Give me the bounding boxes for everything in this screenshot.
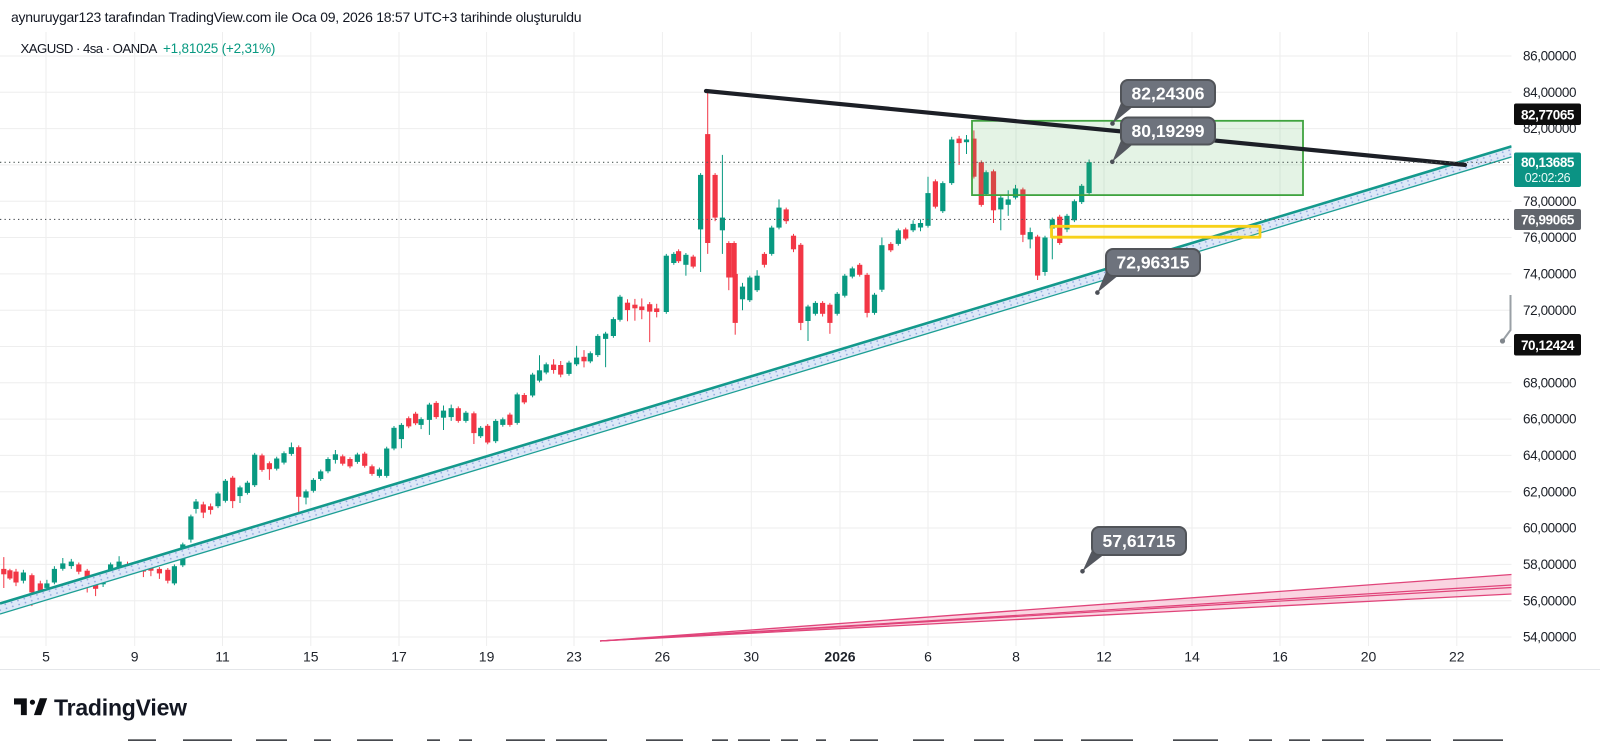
svg-text:54,00000: 54,00000 <box>1523 630 1576 645</box>
svg-text:68,00000: 68,00000 <box>1523 375 1576 390</box>
svg-text:11: 11 <box>215 649 230 665</box>
svg-text:56,00000: 56,00000 <box>1523 593 1576 608</box>
svg-text:70,12424: 70,12424 <box>1521 338 1575 353</box>
svg-text:12: 12 <box>1096 649 1112 665</box>
svg-text:02:02:26: 02:02:26 <box>1525 171 1571 185</box>
svg-text:66,00000: 66,00000 <box>1523 412 1576 427</box>
svg-text:76,00000: 76,00000 <box>1523 230 1576 245</box>
svg-text:23: 23 <box>566 649 582 665</box>
svg-text:TradingView: TradingView <box>54 695 187 721</box>
svg-text:82,77065: 82,77065 <box>1521 108 1575 123</box>
svg-text:22: 22 <box>1449 649 1465 665</box>
svg-text:5: 5 <box>42 649 50 665</box>
svg-text:62,00000: 62,00000 <box>1523 484 1576 499</box>
svg-text:76,99065: 76,99065 <box>1521 213 1575 228</box>
svg-text:74,00000: 74,00000 <box>1523 267 1576 282</box>
svg-text:80,19299: 80,19299 <box>1132 121 1205 141</box>
svg-text:72,96315: 72,96315 <box>1117 253 1190 273</box>
svg-text:82,24306: 82,24306 <box>1132 84 1205 104</box>
svg-text:86,00000: 86,00000 <box>1523 49 1576 64</box>
svg-text:30: 30 <box>744 649 760 665</box>
svg-text:84,00000: 84,00000 <box>1523 85 1576 100</box>
svg-text:+1,81025 (+2,31%): +1,81025 (+2,31%) <box>163 41 275 56</box>
svg-text:60,00000: 60,00000 <box>1523 521 1576 536</box>
svg-text:16: 16 <box>1272 649 1288 665</box>
svg-text:8: 8 <box>1012 649 1020 665</box>
svg-text:17: 17 <box>391 649 407 665</box>
svg-text:XAGUSD · 4sa · OANDA: XAGUSD · 4sa · OANDA <box>21 41 158 56</box>
svg-text:58,00000: 58,00000 <box>1523 557 1576 572</box>
svg-text:15: 15 <box>303 649 319 665</box>
svg-text:20: 20 <box>1361 649 1377 665</box>
svg-text:78,00000: 78,00000 <box>1523 194 1576 209</box>
svg-text:19: 19 <box>479 649 495 665</box>
svg-text:80,13685: 80,13685 <box>1521 155 1575 170</box>
svg-text:14: 14 <box>1184 649 1200 665</box>
svg-text:aynuruygar123 tarafından Tradi: aynuruygar123 tarafından TradingView.com… <box>11 9 581 25</box>
svg-text:26: 26 <box>655 649 671 665</box>
svg-text:9: 9 <box>131 649 139 665</box>
svg-text:72,00000: 72,00000 <box>1523 303 1576 318</box>
svg-text:2026: 2026 <box>824 649 855 665</box>
svg-text:6: 6 <box>924 649 932 665</box>
svg-text:64,00000: 64,00000 <box>1523 448 1576 463</box>
svg-text:57,61715: 57,61715 <box>1103 531 1176 551</box>
